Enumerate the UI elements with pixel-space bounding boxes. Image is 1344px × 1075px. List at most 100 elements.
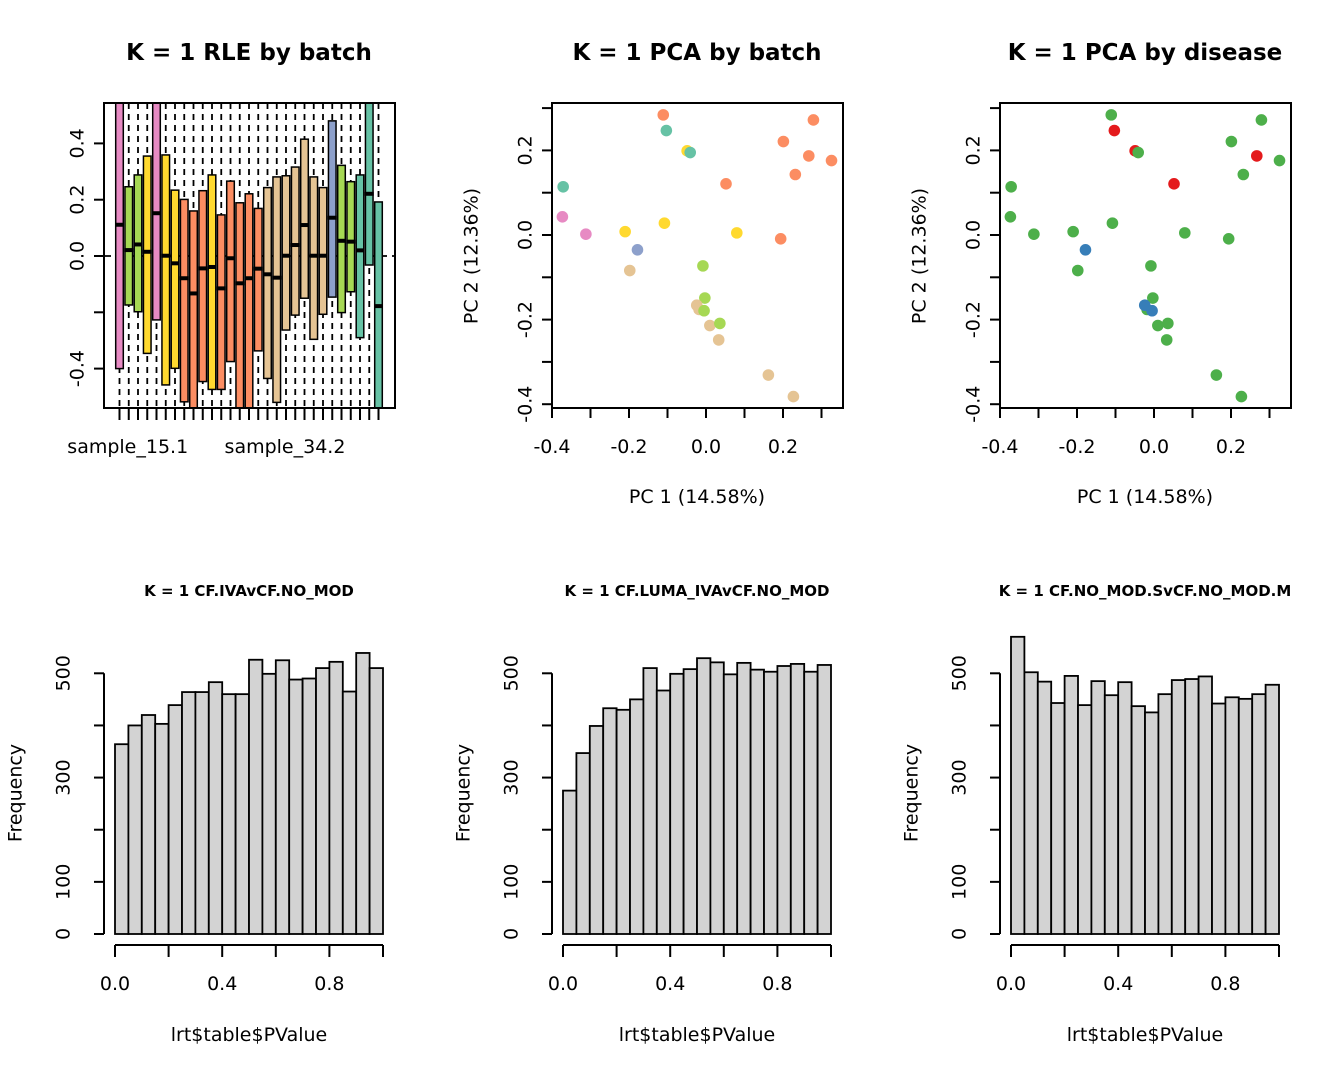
data-point	[1225, 135, 1238, 148]
histogram-bar	[114, 743, 130, 935]
histogram-bar	[1184, 678, 1200, 935]
histogram-bar	[615, 708, 631, 935]
chart-title: K = 1 CF.LUMA_IVAvCF.NO_MOD	[565, 582, 830, 600]
data-point	[1255, 114, 1268, 126]
data-point	[787, 390, 800, 403]
histogram-bar	[248, 658, 264, 935]
histogram-bar	[709, 661, 725, 935]
box	[272, 176, 282, 404]
x-tick-label: 0.8	[762, 973, 792, 995]
histogram-bar	[1063, 675, 1079, 935]
y-tick-label: 100	[501, 864, 523, 900]
histogram-bar	[696, 657, 712, 935]
data-point	[699, 292, 711, 304]
histogram-bar	[736, 661, 752, 935]
y-tick-label: 0.4	[67, 128, 89, 158]
histogram-bar	[368, 667, 384, 935]
data-point	[714, 317, 726, 330]
chart-title: K = 1 PCA by disease	[1008, 40, 1283, 66]
data-point	[1162, 317, 1174, 330]
data-point	[1067, 225, 1079, 238]
histogram-bar	[341, 690, 358, 935]
y-tick-label: 500	[949, 655, 971, 691]
box	[170, 189, 180, 370]
box	[290, 166, 300, 316]
histogram-bar	[288, 678, 304, 935]
box	[262, 186, 273, 380]
data-point	[623, 264, 636, 277]
box	[142, 155, 152, 355]
y-tick-label: -0.4	[963, 386, 985, 423]
data-point	[774, 233, 787, 245]
histogram-bar	[776, 665, 792, 935]
data-point	[660, 124, 673, 137]
histogram-bar	[1237, 697, 1254, 935]
histogram-bar	[1050, 702, 1066, 935]
y-axis-label: PC 2 (12.36%)	[909, 188, 931, 324]
histogram-bar	[1157, 693, 1173, 935]
histogram-bar	[301, 677, 317, 935]
y-axis-label: Frequency	[901, 744, 923, 842]
y-axis-label: PC 2 (12.36%)	[461, 188, 483, 324]
x-tick-label: 0.8	[1210, 973, 1240, 995]
data-point	[1079, 244, 1092, 256]
box	[225, 180, 236, 363]
data-point	[1168, 178, 1180, 190]
box	[161, 154, 171, 386]
y-tick-label: 100	[53, 864, 75, 900]
data-point	[731, 227, 743, 239]
box	[198, 189, 208, 383]
y-tick-label: -0.2	[515, 301, 537, 338]
chart-hist-3: 0 100 300 500 0.0 0.4 0.8 lrt$table$PValue Frequ…	[901, 582, 1292, 1046]
box	[373, 201, 384, 408]
box	[216, 214, 226, 391]
y-axis-label: Frequency	[5, 744, 27, 842]
data-point	[825, 154, 838, 167]
y-tick-label: 0	[501, 928, 523, 940]
data-point	[657, 109, 670, 121]
histogram-bar	[261, 672, 277, 935]
data-point	[1222, 233, 1235, 245]
histogram-bar	[1197, 675, 1213, 935]
x-tick-label: 0.4	[655, 973, 685, 995]
histogram-bar	[1090, 680, 1106, 935]
chart-title: K = 1 CF.IVAvCF.NO_MOD	[144, 582, 354, 600]
data-point	[631, 244, 644, 256]
histogram-bar	[562, 789, 578, 935]
x-tick-label: 0.8	[314, 973, 344, 995]
x-tick-label: sample_34.2	[225, 436, 346, 458]
x-tick-label: 0.0	[100, 973, 130, 995]
x-tick-label: -0.2	[610, 436, 647, 458]
x-tick-label: -0.2	[1058, 436, 1095, 458]
histogram-bar	[588, 725, 605, 935]
data-point	[698, 304, 710, 317]
y-tick-label: 100	[949, 864, 971, 900]
box	[235, 202, 245, 408]
histogram-bar	[1023, 671, 1039, 935]
histogram-bar	[167, 704, 183, 935]
x-tick-label: 0.4	[1103, 973, 1133, 995]
histogram-bar	[655, 689, 672, 935]
y-tick-label: 0	[949, 928, 971, 940]
histogram-bar	[355, 652, 371, 935]
x-tick-label: 0.0	[1139, 436, 1169, 458]
box	[309, 176, 319, 341]
box	[188, 210, 199, 408]
histogram-bar	[669, 672, 685, 935]
histogram-bar	[140, 714, 157, 935]
x-axis-label: lrt$table$PValue	[1067, 1024, 1223, 1046]
y-tick-label: 0.0	[963, 220, 985, 250]
histogram-bar	[763, 670, 779, 935]
histogram-bar	[154, 722, 170, 935]
data-point	[556, 211, 569, 223]
chart-hist-1: 0 100 300 500 0.0 0.4 0.8 lrt$table$PValue Frequ…	[5, 582, 384, 1046]
data-point	[1146, 304, 1158, 317]
x-axis-label: lrt$table$PValue	[171, 1024, 327, 1046]
data-point	[1237, 168, 1250, 181]
plot-frame	[551, 102, 844, 409]
y-tick-label: 0.2	[67, 185, 89, 215]
y-tick-label: 0.2	[515, 135, 537, 165]
data-point	[1106, 217, 1119, 229]
data-point	[1160, 334, 1173, 346]
y-tick-label: 0.0	[515, 220, 537, 250]
